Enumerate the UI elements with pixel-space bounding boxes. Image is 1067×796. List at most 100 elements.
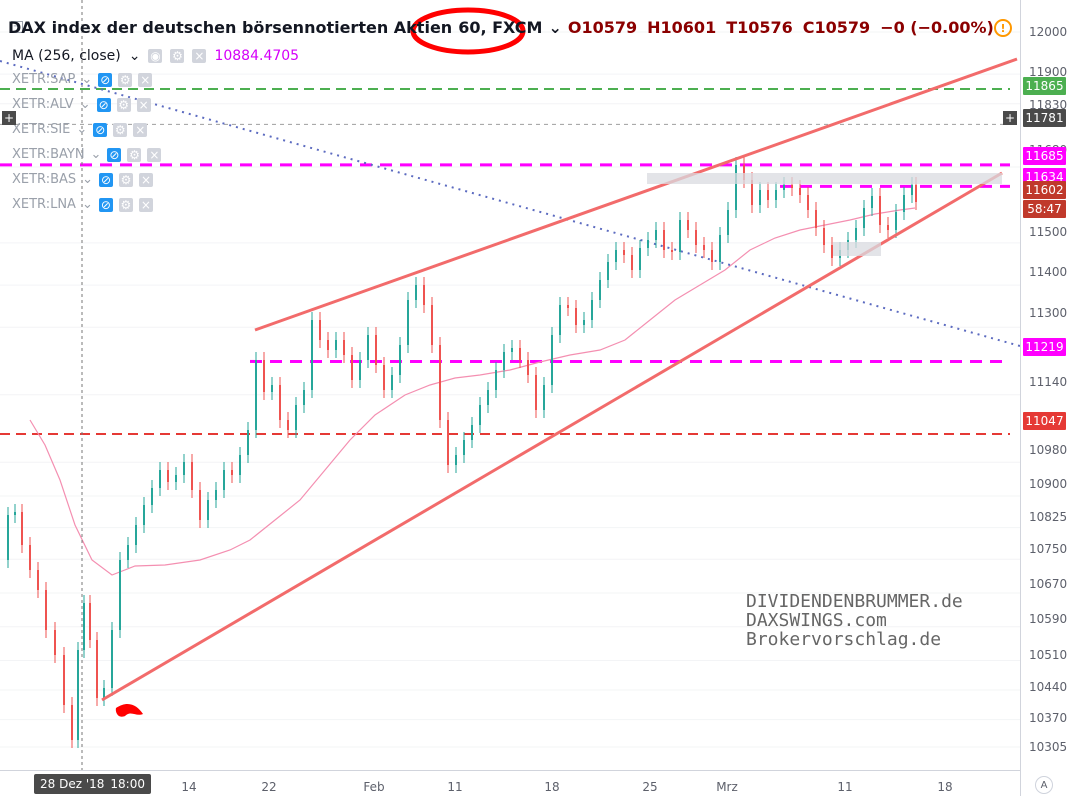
time-label: 18 bbox=[544, 780, 560, 794]
dropdown-chevron-icon[interactable]: ⌄ bbox=[548, 18, 562, 37]
candle bbox=[719, 227, 721, 270]
visibility-icon[interactable]: ⊘ bbox=[107, 147, 122, 162]
candle bbox=[775, 182, 777, 208]
price-axis: 12000 11900 11830 11680 11500 11400 1130… bbox=[1020, 0, 1067, 796]
candle bbox=[455, 447, 457, 473]
price-tick: 10670 bbox=[1029, 577, 1067, 591]
watermark: DIVIDENDENBRUMMER.de DAXSWINGS.com Broke… bbox=[746, 593, 963, 649]
visibility-icon[interactable]: ⊘ bbox=[96, 97, 111, 112]
candle bbox=[223, 462, 225, 498]
candle bbox=[807, 187, 809, 218]
candle bbox=[647, 232, 649, 256]
candle bbox=[303, 382, 305, 413]
settings-icon[interactable]: ⚙ bbox=[113, 122, 128, 137]
plus-icon-right[interactable]: + bbox=[1003, 111, 1017, 125]
settings-icon[interactable]: ⚙ bbox=[170, 49, 185, 63]
settings-icon[interactable]: ⚙ bbox=[127, 147, 142, 162]
compare-row-bas: XETR:BAS ⌄ ⊘ ⚙ × bbox=[12, 172, 154, 187]
ohlc-open: O10579 bbox=[567, 18, 638, 37]
candle bbox=[631, 247, 633, 278]
compare-chevron-icon[interactable]: ⌄ bbox=[79, 97, 91, 112]
settings-icon[interactable]: ⚙ bbox=[118, 197, 133, 212]
candle bbox=[199, 482, 201, 528]
close-icon[interactable]: × bbox=[133, 122, 148, 137]
price-tick: 11500 bbox=[1029, 225, 1067, 239]
candle bbox=[887, 217, 889, 238]
candle bbox=[287, 412, 289, 438]
settings-icon[interactable]: ⚙ bbox=[119, 172, 134, 187]
watermark-line-1: DIVIDENDENBRUMMER.de bbox=[746, 591, 963, 612]
ma-chevron-icon[interactable]: ⌄ bbox=[128, 48, 141, 64]
compare-chevron-icon[interactable]: ⌄ bbox=[81, 197, 93, 212]
candle bbox=[831, 237, 833, 266]
compare-row-alv: XETR:ALV ⌄ ⊘ ⚙ × bbox=[12, 97, 151, 112]
downward-trendline bbox=[0, 60, 1021, 347]
candle bbox=[711, 242, 713, 270]
compare-chevron-icon[interactable]: ⌄ bbox=[90, 147, 102, 162]
visibility-icon[interactable]: ⊘ bbox=[93, 122, 108, 137]
visibility-icon[interactable]: ⊘ bbox=[98, 197, 113, 212]
close-icon[interactable]: × bbox=[139, 172, 154, 187]
candle bbox=[407, 292, 409, 353]
candle bbox=[359, 352, 361, 388]
price-tick: 12000 bbox=[1029, 25, 1067, 39]
interval-source[interactable]: 60, FXCM bbox=[458, 18, 543, 37]
candle bbox=[279, 377, 281, 428]
candle bbox=[623, 242, 625, 263]
candle bbox=[29, 537, 31, 578]
settings-icon[interactable]: ⚙ bbox=[116, 97, 131, 112]
auto-scale-icon[interactable]: A bbox=[1035, 776, 1053, 794]
close-icon[interactable]: × bbox=[136, 97, 151, 112]
plot-background bbox=[0, 0, 1020, 770]
collapse-icon[interactable]: − bbox=[11, 21, 23, 33]
candle bbox=[111, 622, 113, 696]
candle bbox=[863, 200, 865, 236]
price-tick: 10825 bbox=[1029, 510, 1067, 524]
close-icon[interactable]: × bbox=[192, 49, 207, 63]
grid-lines bbox=[0, 31, 1020, 748]
compare-chevron-icon[interactable]: ⌄ bbox=[76, 122, 88, 137]
visibility-icon[interactable]: ⊘ bbox=[98, 72, 113, 87]
time-label: 14 bbox=[181, 780, 197, 794]
candle bbox=[71, 697, 73, 748]
price-tick: 11140 bbox=[1029, 375, 1067, 389]
candle bbox=[7, 507, 9, 568]
close-icon[interactable]: × bbox=[147, 147, 162, 162]
close-icon[interactable]: × bbox=[138, 72, 153, 87]
price-label-red: 11047 bbox=[1023, 412, 1066, 430]
alert-icon[interactable]: ! bbox=[994, 19, 1012, 37]
ma-line bbox=[29, 207, 916, 576]
candle bbox=[383, 357, 385, 398]
price-label-red: 58:47 bbox=[1023, 200, 1066, 218]
candle bbox=[399, 337, 401, 383]
close-icon[interactable]: × bbox=[138, 197, 153, 212]
compare-label-alv: XETR:ALV bbox=[12, 97, 74, 112]
visibility-icon[interactable]: ⊘ bbox=[99, 172, 114, 187]
price-label-dark: 11781 bbox=[1023, 109, 1066, 127]
time-label: 22 bbox=[261, 780, 277, 794]
support-zone bbox=[833, 242, 881, 256]
candle bbox=[663, 222, 665, 258]
compare-label-lna: XETR:LNA bbox=[12, 197, 76, 212]
settings-icon[interactable]: ⚙ bbox=[118, 72, 133, 87]
eye-icon[interactable]: ◉ bbox=[148, 49, 163, 63]
candle bbox=[815, 202, 817, 236]
chart-title: DAX index der deutschen börsennotierten … bbox=[8, 18, 453, 37]
price-tick: 10900 bbox=[1029, 477, 1067, 491]
cursor-date: 28 Dez '18 bbox=[40, 777, 105, 791]
candle bbox=[599, 272, 601, 308]
candle bbox=[89, 595, 91, 648]
candle bbox=[311, 312, 313, 398]
compare-chevron-icon[interactable]: ⌄ bbox=[81, 72, 93, 87]
candle bbox=[583, 312, 585, 333]
compare-label-bayn: XETR:BAYN bbox=[12, 147, 85, 162]
compare-chevron-icon[interactable]: ⌄ bbox=[82, 172, 94, 187]
candle bbox=[21, 504, 23, 553]
time-label: 25 bbox=[642, 780, 658, 794]
plus-icon-left[interactable]: + bbox=[2, 111, 16, 125]
candle bbox=[655, 222, 657, 248]
compare-row-sie: XETR:SIE ⌄ ⊘ ⚙ × bbox=[12, 122, 148, 137]
resistance-zone bbox=[647, 173, 1002, 184]
price-label-green: 11865 bbox=[1023, 77, 1066, 95]
